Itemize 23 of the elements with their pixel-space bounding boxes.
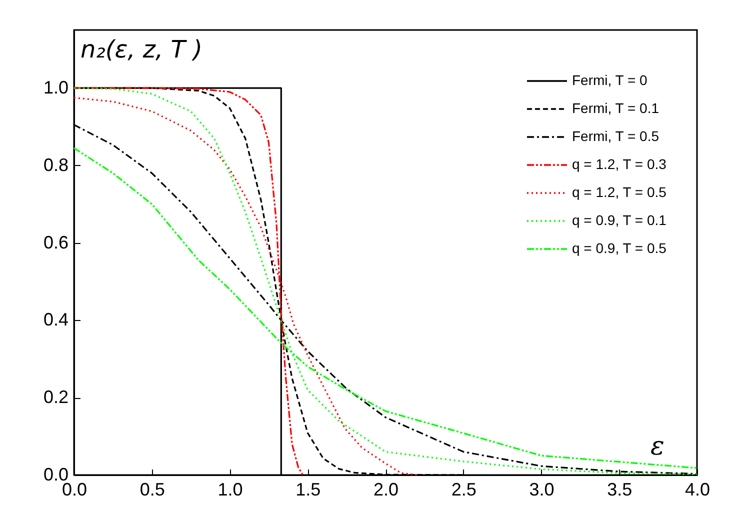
- legend-label: Fermi, T = 0.1: [572, 100, 660, 116]
- y-tick-label: 1.0: [43, 78, 68, 98]
- y-tick-label: 0.2: [43, 387, 68, 408]
- x-tick-label: 3.5: [607, 480, 632, 500]
- x-tick-label: 3.0: [529, 480, 554, 500]
- x-tick-label: 1.0: [218, 480, 243, 500]
- x-tick-label: 2.0: [373, 480, 399, 500]
- y-tick-label: 0.6: [43, 232, 68, 252]
- x-tick-label: 2.5: [451, 480, 476, 500]
- legend-label: q = 0.9, T = 0.1: [572, 212, 667, 228]
- x-tick-label: 0.0: [62, 480, 88, 500]
- legend-label: q = 1.2, T = 0.5: [572, 184, 667, 200]
- y-tick-label: 0.8: [43, 154, 68, 175]
- x-tick-label: 0.5: [140, 480, 165, 500]
- x-tick-label: 4.0: [684, 480, 710, 500]
- legend-label: Fermi, T = 0.5: [572, 128, 660, 144]
- x-axis-title: ε: [650, 432, 664, 462]
- legend-label: Fermi, T = 0: [572, 72, 648, 88]
- y-axis-title: n₂(ε, z, T ): [80, 36, 202, 64]
- y-tick-label: 0.4: [43, 310, 68, 330]
- x-tick-label: 1.5: [296, 480, 321, 500]
- legend-label: q = 0.9, T = 0.5: [572, 240, 667, 256]
- legend-label: q = 1.2, T = 0.3: [572, 156, 667, 172]
